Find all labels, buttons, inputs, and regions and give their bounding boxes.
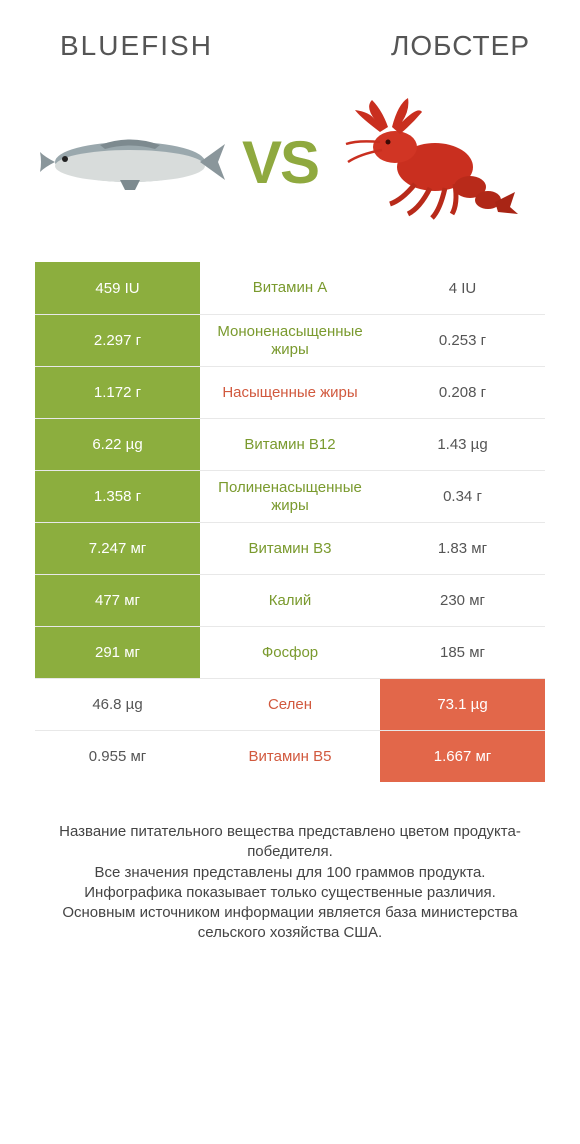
footer-line: Название питательного вещества представл… <box>30 822 550 863</box>
nutrient-label: Витамин B3 <box>200 523 380 574</box>
table-row: 0.955 мг Витамин B5 1.667 мг <box>35 730 545 782</box>
left-value: 291 мг <box>35 627 200 678</box>
right-value: 1.83 мг <box>380 523 545 574</box>
right-value: 230 мг <box>380 575 545 626</box>
footer-line: Инфографика показывает только существенн… <box>30 883 550 903</box>
nutrient-label: Фосфор <box>200 627 380 678</box>
left-product-title: BLUEFISH <box>60 30 213 62</box>
bluefish-image <box>30 87 230 237</box>
footer-notes: Название питательного вещества представл… <box>0 782 580 944</box>
right-value: 73.1 µg <box>380 679 545 730</box>
table-row: 459 IU Витамин A 4 IU <box>35 262 545 314</box>
table-row: 1.172 г Насыщенные жиры 0.208 г <box>35 366 545 418</box>
vs-label: VS <box>242 128 318 197</box>
left-value: 46.8 µg <box>35 679 200 730</box>
left-value: 477 мг <box>35 575 200 626</box>
nutrient-label: Калий <box>200 575 380 626</box>
table-row: 6.22 µg Витамин B12 1.43 µg <box>35 418 545 470</box>
nutrient-label: Витамин B5 <box>200 731 380 782</box>
left-value: 6.22 µg <box>35 419 200 470</box>
right-value: 4 IU <box>380 262 545 314</box>
nutrient-label: Полиненасыщенные жиры <box>200 471 380 522</box>
right-value: 185 мг <box>380 627 545 678</box>
table-row: 7.247 мг Витамин B3 1.83 мг <box>35 522 545 574</box>
nutrient-label: Витамин A <box>200 262 380 314</box>
nutrient-label: Витамин B12 <box>200 419 380 470</box>
right-product-title: ЛОБСТЕР <box>391 30 530 62</box>
footer-line: Все значения представлены для 100 граммо… <box>30 863 550 883</box>
footer-line: Основным источником информации является … <box>30 903 550 944</box>
left-value: 459 IU <box>35 262 200 314</box>
table-row: 46.8 µg Селен 73.1 µg <box>35 678 545 730</box>
right-value: 0.34 г <box>380 471 545 522</box>
left-value: 1.172 г <box>35 367 200 418</box>
right-value: 1.667 мг <box>380 731 545 782</box>
left-value: 2.297 г <box>35 315 200 366</box>
table-row: 2.297 г Мононенасыщенные жиры 0.253 г <box>35 314 545 366</box>
lobster-image <box>330 87 530 237</box>
table-row: 291 мг Фосфор 185 мг <box>35 626 545 678</box>
nutrient-label: Селен <box>200 679 380 730</box>
right-value: 0.253 г <box>380 315 545 366</box>
table-row: 477 мг Калий 230 мг <box>35 574 545 626</box>
left-value: 7.247 мг <box>35 523 200 574</box>
nutrient-label: Насыщенные жиры <box>200 367 380 418</box>
right-value: 1.43 µg <box>380 419 545 470</box>
left-value: 0.955 мг <box>35 731 200 782</box>
comparison-table: 459 IU Витамин A 4 IU 2.297 г Мононенасы… <box>0 262 580 782</box>
left-value: 1.358 г <box>35 471 200 522</box>
table-row: 1.358 г Полиненасыщенные жиры 0.34 г <box>35 470 545 522</box>
nutrient-label: Мононенасыщенные жиры <box>200 315 380 366</box>
header: BLUEFISH ЛОБСТЕР <box>0 0 580 72</box>
right-value: 0.208 г <box>380 367 545 418</box>
images-row: VS <box>0 72 580 262</box>
